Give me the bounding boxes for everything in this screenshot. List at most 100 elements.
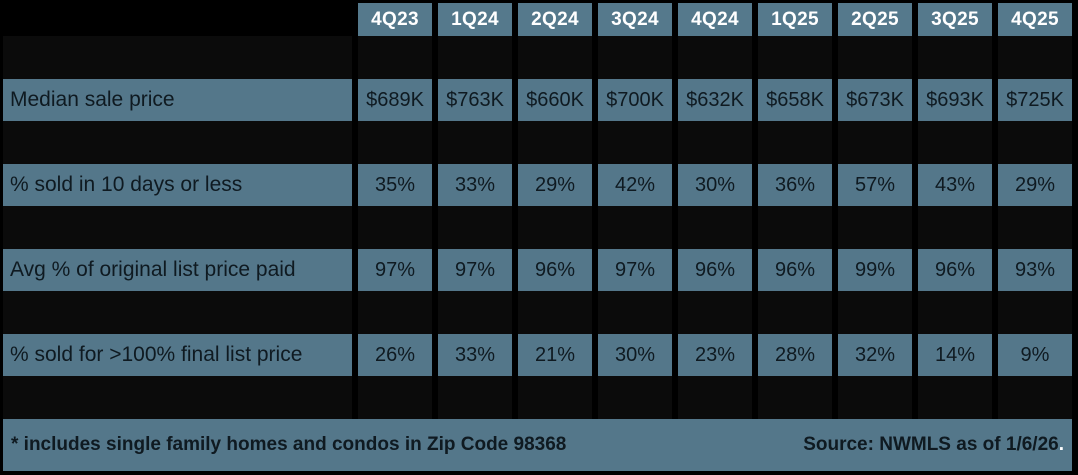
spacer-cell bbox=[678, 36, 752, 79]
spacer-cell bbox=[998, 121, 1072, 164]
spacer-cell bbox=[518, 291, 592, 334]
column-header-1q24: 1Q24 bbox=[438, 3, 512, 36]
spacer-cell bbox=[598, 36, 672, 79]
table-cell: $632K bbox=[678, 79, 752, 121]
spacer-cell bbox=[438, 36, 512, 79]
source-label: Source: NWMLS as of 1/6/26 bbox=[803, 434, 1059, 455]
table-cell: 33% bbox=[438, 164, 512, 206]
table-cell: 30% bbox=[598, 334, 672, 376]
spacer-cell bbox=[3, 291, 352, 334]
spacer-cell bbox=[678, 206, 752, 249]
spacer-cell bbox=[518, 376, 592, 419]
table-cell: 14% bbox=[918, 334, 992, 376]
table-cell: 57% bbox=[838, 164, 912, 206]
table-cell: 23% bbox=[678, 334, 752, 376]
row-label-pct-sold-10-days: % sold in 10 days or less bbox=[3, 164, 352, 206]
column-header-3q25: 3Q25 bbox=[918, 3, 992, 36]
table-cell: 28% bbox=[758, 334, 832, 376]
table-cell: 97% bbox=[598, 249, 672, 291]
header-corner-cell bbox=[3, 3, 352, 36]
table-cell: $763K bbox=[438, 79, 512, 121]
table-cell: 29% bbox=[518, 164, 592, 206]
column-header-4q24: 4Q24 bbox=[678, 3, 752, 36]
row-label-pct-sold-over-100: % sold for >100% final list price bbox=[3, 334, 352, 376]
table-cell: $673K bbox=[838, 79, 912, 121]
row-label-avg-pct-original-list: Avg % of original list price paid bbox=[3, 249, 352, 291]
table-cell: 26% bbox=[358, 334, 432, 376]
spacer-cell bbox=[3, 36, 352, 79]
table-cell: 35% bbox=[358, 164, 432, 206]
column-header-4q25: 4Q25 bbox=[998, 3, 1072, 36]
spacer-cell bbox=[918, 36, 992, 79]
table-cell: 36% bbox=[758, 164, 832, 206]
footer-bar: * includes single family homes and condo… bbox=[3, 419, 1072, 471]
spacer-cell bbox=[758, 206, 832, 249]
table-cell: 93% bbox=[998, 249, 1072, 291]
spacer-cell bbox=[3, 376, 352, 419]
table-cell: $700K bbox=[598, 79, 672, 121]
spacer-cell bbox=[3, 206, 352, 249]
spacer-cell bbox=[998, 291, 1072, 334]
spacer-cell bbox=[358, 121, 432, 164]
table-cell: 43% bbox=[918, 164, 992, 206]
table-cell: 97% bbox=[358, 249, 432, 291]
spacer-cell bbox=[758, 36, 832, 79]
table-cell: $658K bbox=[758, 79, 832, 121]
row-label-median-sale-price: Median sale price bbox=[3, 79, 352, 121]
spacer-cell bbox=[678, 291, 752, 334]
table-cell: 29% bbox=[998, 164, 1072, 206]
spacer-cell bbox=[598, 376, 672, 419]
column-header-2q24: 2Q24 bbox=[518, 3, 592, 36]
spacer-cell bbox=[918, 376, 992, 419]
spacer-cell bbox=[438, 121, 512, 164]
spacer-cell bbox=[598, 206, 672, 249]
column-header-3q24: 3Q24 bbox=[598, 3, 672, 36]
spacer-cell bbox=[918, 121, 992, 164]
table-cell: 21% bbox=[518, 334, 592, 376]
column-header-4q23: 4Q23 bbox=[358, 3, 432, 36]
spacer-cell bbox=[838, 206, 912, 249]
spacer-cell bbox=[518, 121, 592, 164]
spacer-cell bbox=[3, 121, 352, 164]
spacer-cell bbox=[598, 121, 672, 164]
spacer-cell bbox=[998, 36, 1072, 79]
table-cell: 96% bbox=[518, 249, 592, 291]
table-cell: $689K bbox=[358, 79, 432, 121]
spacer-cell bbox=[598, 291, 672, 334]
table-cell: 9% bbox=[998, 334, 1072, 376]
table-cell: 32% bbox=[838, 334, 912, 376]
spacer-cell bbox=[678, 376, 752, 419]
table-cell: 33% bbox=[438, 334, 512, 376]
spacer-cell bbox=[758, 376, 832, 419]
spacer-cell bbox=[838, 121, 912, 164]
table-cell: 99% bbox=[838, 249, 912, 291]
spacer-cell bbox=[838, 376, 912, 419]
spacer-cell bbox=[438, 376, 512, 419]
spacer-cell bbox=[998, 376, 1072, 419]
table-cell: 97% bbox=[438, 249, 512, 291]
spacer-cell bbox=[678, 121, 752, 164]
spacer-cell bbox=[358, 206, 432, 249]
spacer-cell bbox=[838, 291, 912, 334]
table-cell: 96% bbox=[918, 249, 992, 291]
table-cell: 96% bbox=[758, 249, 832, 291]
column-header-1q25: 1Q25 bbox=[758, 3, 832, 36]
spacer-cell bbox=[518, 206, 592, 249]
spacer-cell bbox=[918, 206, 992, 249]
spacer-cell bbox=[758, 291, 832, 334]
spacer-cell bbox=[518, 36, 592, 79]
table-cell: $660K bbox=[518, 79, 592, 121]
spacer-cell bbox=[358, 376, 432, 419]
source-period: . bbox=[1058, 434, 1064, 455]
spacer-cell bbox=[358, 36, 432, 79]
table-cell: $693K bbox=[918, 79, 992, 121]
column-header-2q25: 2Q25 bbox=[838, 3, 912, 36]
spacer-cell bbox=[438, 291, 512, 334]
table-cell: 42% bbox=[598, 164, 672, 206]
spacer-cell bbox=[838, 36, 912, 79]
table-cell: 96% bbox=[678, 249, 752, 291]
source-text: Source: NWMLS as of 1/6/26. bbox=[803, 434, 1064, 456]
table-cell: $725K bbox=[998, 79, 1072, 121]
footnote-text: * includes single family homes and condo… bbox=[11, 434, 567, 455]
